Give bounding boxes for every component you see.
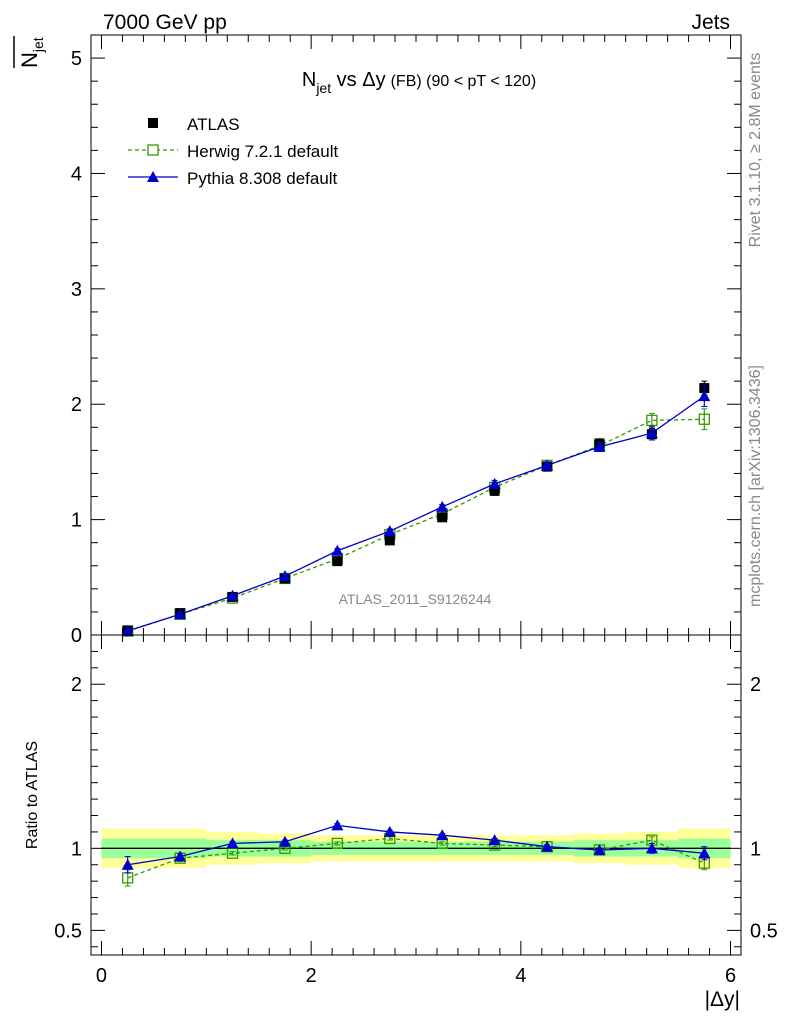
y-tick-label: 1 — [71, 510, 82, 532]
data-point-pythia — [331, 819, 344, 831]
y-tick-label-right: 2 — [750, 674, 761, 696]
data-point-pythia — [278, 835, 291, 847]
y-tick-label: 3 — [71, 279, 82, 301]
legend-marker-pythia — [147, 171, 159, 182]
data-point-herwig — [122, 872, 134, 884]
data-point-pythia — [645, 842, 658, 854]
data-point-pythia — [121, 624, 134, 636]
data-point-herwig — [646, 414, 658, 427]
data-point-pythia — [174, 850, 187, 862]
main-plot-axes: 0 1 2 3 4 5 — [71, 34, 741, 647]
data-point-pythia — [645, 427, 658, 439]
data-point-pythia — [383, 525, 396, 537]
ratio-plot-axes: 0 2 4 6 0.5 0.5 1 1 2 2 — [54, 635, 778, 987]
data-point-atlas — [437, 512, 448, 523]
header-energy: 7000 GeV pp — [103, 11, 227, 34]
series-line-herwig — [127, 418, 705, 632]
x-tick-label: 0 — [96, 965, 107, 987]
legend-marker-atlas — [148, 118, 158, 128]
main-plot-data — [121, 380, 711, 637]
data-point-pythia — [698, 847, 711, 859]
legend: ATLAS Herwig 7.2.1 default Pythia 8.308 … — [128, 115, 338, 188]
data-point-pythia — [436, 829, 449, 841]
data-point-herwig — [226, 847, 239, 859]
data-point-pythia — [488, 834, 501, 846]
data-point-pythia — [541, 459, 554, 471]
ratio-y-axis-label: Ratio to ATLAS — [24, 741, 41, 849]
legend-label-atlas: ATLAS — [187, 115, 240, 134]
y-tick-label: 0 — [71, 625, 82, 647]
data-point-pythia — [593, 440, 606, 452]
main-title: Njet vs Δy (FB) (90 < pT < 120) — [302, 69, 536, 96]
data-point-pythia — [226, 837, 239, 849]
y-tick-label: 5 — [71, 48, 82, 70]
legend-entry-herwig: Herwig 7.2.1 default — [128, 142, 338, 161]
ratio-plot-data — [121, 819, 711, 887]
y-tick-label: 4 — [71, 163, 82, 185]
legend-label-herwig: Herwig 7.2.1 default — [187, 142, 338, 161]
rivet-version-label: Rivet 3.1.10, ≥ 2.8M events — [747, 53, 764, 248]
x-axis-label: |Δy| — [705, 988, 740, 1011]
data-point-pythia — [436, 500, 449, 512]
y-tick-label: 0.5 — [54, 920, 82, 942]
legend-entry-atlas: ATLAS — [148, 115, 240, 134]
legend-label-pythia: Pythia 8.308 default — [187, 169, 338, 188]
data-point-pythia — [383, 825, 396, 837]
data-point-pythia — [174, 608, 187, 620]
data-point-pythia — [331, 544, 344, 556]
ratio-plot-frame — [90, 634, 742, 956]
data-point-pythia — [226, 589, 239, 601]
x-tick-label: 4 — [515, 965, 526, 987]
main-y-axis-label: Njet — [13, 36, 46, 68]
data-point-atlas — [332, 556, 343, 567]
data-point-pythia — [121, 858, 134, 870]
data-point-pythia — [278, 570, 291, 582]
x-tick-label: 2 — [306, 965, 317, 987]
data-point-atlas — [489, 485, 500, 496]
data-point-herwig — [331, 837, 344, 850]
series-line-pythia — [127, 824, 705, 866]
mcplots-label: mcplots.cern.ch [arXiv:1306.3436] — [747, 365, 764, 607]
y-tick-label-right: 1 — [750, 838, 761, 860]
y-tick-label: 2 — [71, 674, 82, 696]
data-point-herwig — [698, 413, 710, 425]
x-tick-label: 6 — [725, 965, 736, 987]
data-point-pythia — [593, 843, 606, 855]
y-tick-label: 1 — [71, 838, 82, 860]
analysis-watermark: ATLAS_2011_S9126244 — [339, 591, 492, 607]
data-point-pythia — [488, 477, 501, 489]
y-tick-label: 2 — [71, 394, 82, 416]
legend-marker-herwig — [147, 144, 159, 156]
series-line-pythia — [127, 395, 705, 632]
data-point-pythia — [698, 390, 711, 402]
data-point-pythia — [541, 840, 554, 852]
header-process: Jets — [691, 11, 730, 34]
legend-entry-pythia: Pythia 8.308 default — [128, 169, 338, 188]
svg-text:Njet: Njet — [17, 37, 46, 68]
y-tick-label-right: 0.5 — [750, 920, 778, 942]
data-point-atlas — [384, 535, 395, 546]
series-line-herwig — [127, 837, 705, 879]
